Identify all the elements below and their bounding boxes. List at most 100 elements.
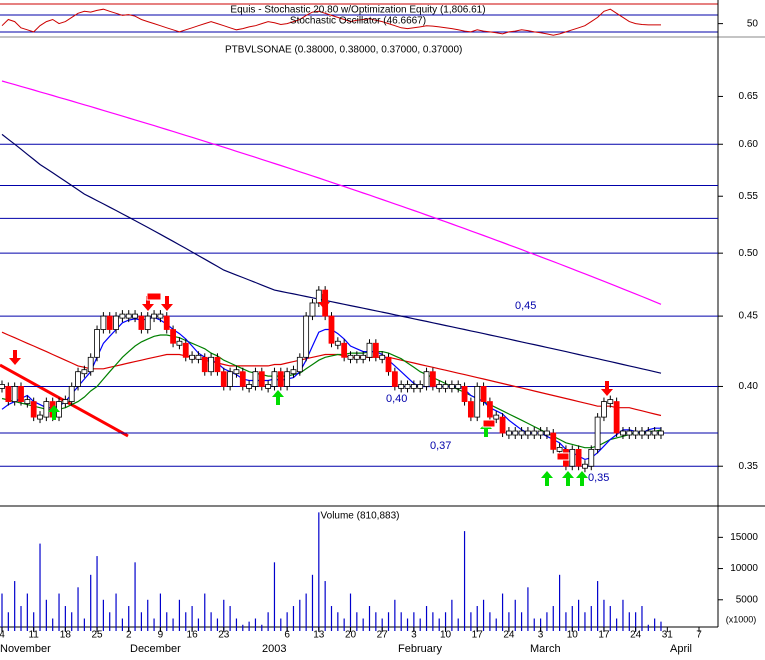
candle — [594, 416, 601, 450]
candle — [410, 384, 417, 389]
candle — [626, 430, 633, 436]
candle — [5, 386, 12, 402]
candle — [62, 399, 69, 404]
candle — [258, 371, 265, 387]
candle — [448, 384, 455, 389]
candle — [176, 340, 183, 346]
month-label: November — [0, 643, 51, 655]
candle — [119, 313, 126, 319]
volume-tick-label: 15000 — [730, 532, 758, 543]
candle — [252, 371, 259, 387]
candle — [569, 448, 576, 467]
candle — [106, 315, 113, 330]
x-tick-label: 16 — [187, 630, 199, 641]
moving-average-line — [1, 133, 662, 374]
x-tick-label: 10 — [567, 630, 579, 641]
candle — [544, 430, 550, 436]
candle — [277, 371, 284, 387]
candle — [43, 401, 50, 418]
volume-title: Volume (810,883) — [321, 511, 400, 522]
candle — [125, 313, 132, 319]
y-tick-label: 0.45 — [739, 311, 759, 322]
annotation: 0,37 — [430, 440, 451, 452]
candle — [18, 386, 24, 402]
candle — [366, 342, 373, 358]
moving-average-line — [1, 80, 662, 305]
x-tick-label: 13 — [313, 630, 325, 641]
candle — [341, 342, 348, 358]
y-tick-label: 0.65 — [739, 91, 759, 102]
candle — [442, 384, 449, 389]
x-tick-label: 24 — [503, 630, 515, 641]
candle — [138, 315, 145, 330]
month-label: February — [398, 643, 443, 655]
x-tick-label: 31 — [662, 630, 674, 641]
candle — [455, 384, 462, 389]
candle — [144, 315, 151, 330]
candle — [620, 430, 626, 436]
candle — [353, 354, 360, 360]
candle — [75, 371, 81, 387]
x-tick-label: 27 — [377, 630, 389, 641]
y-tick-label: 0.40 — [739, 381, 759, 392]
candle — [467, 401, 474, 418]
x-tick-label: 25 — [91, 630, 103, 641]
candle — [309, 302, 316, 317]
annotation: 0,45 — [515, 300, 536, 312]
candle — [303, 315, 310, 358]
x-tick-label: 23 — [218, 630, 230, 641]
signal-marker — [556, 452, 570, 461]
candle — [531, 430, 538, 436]
volume-tick-label: 10000 — [730, 563, 758, 574]
buy-arrow — [541, 471, 553, 486]
y-tick-label: 0.50 — [739, 248, 759, 259]
x-tick-label: 7 — [696, 630, 702, 641]
stochastic-tick-label: 50 — [747, 18, 759, 29]
candle — [436, 384, 443, 389]
candle — [214, 356, 221, 373]
candle — [429, 371, 436, 387]
candle — [651, 430, 658, 436]
x-tick-label: 6 — [284, 630, 290, 641]
candle — [30, 401, 37, 418]
candle — [87, 356, 94, 373]
x-tick-label: 24 — [630, 630, 642, 641]
buy-arrow — [576, 471, 588, 486]
candle — [385, 356, 392, 373]
candle — [486, 401, 493, 418]
sell-arrow — [161, 296, 173, 311]
y-tick-label: 0.55 — [739, 191, 759, 202]
volume-layer — [1, 512, 662, 631]
candle — [404, 384, 411, 389]
candle — [537, 430, 544, 436]
stochastic-line — [1, 8, 661, 36]
x-tick-label: 9 — [158, 630, 164, 641]
candle — [347, 354, 354, 360]
candle — [613, 401, 620, 434]
candle — [100, 315, 107, 330]
candle — [315, 289, 322, 304]
sell-arrows — [9, 292, 613, 396]
x-tick-label: 2 — [126, 630, 132, 641]
month-label: 2003 — [262, 643, 286, 655]
candle — [607, 399, 614, 404]
candle — [208, 356, 215, 373]
candle — [398, 384, 405, 389]
annotation: 0,40 — [386, 393, 407, 405]
candle — [461, 386, 468, 402]
candle — [239, 371, 246, 387]
sell-arrow — [318, 294, 330, 309]
candle — [334, 340, 341, 346]
candle — [265, 384, 272, 389]
candle — [151, 313, 157, 319]
candle — [391, 371, 398, 387]
volume-tick-label: 5000 — [736, 594, 759, 605]
candle — [512, 430, 519, 436]
sell-arrow — [9, 350, 21, 365]
candle — [246, 384, 253, 389]
signal-marker — [482, 419, 496, 428]
y-tick-label: 0.35 — [739, 461, 759, 472]
candle — [271, 371, 278, 387]
